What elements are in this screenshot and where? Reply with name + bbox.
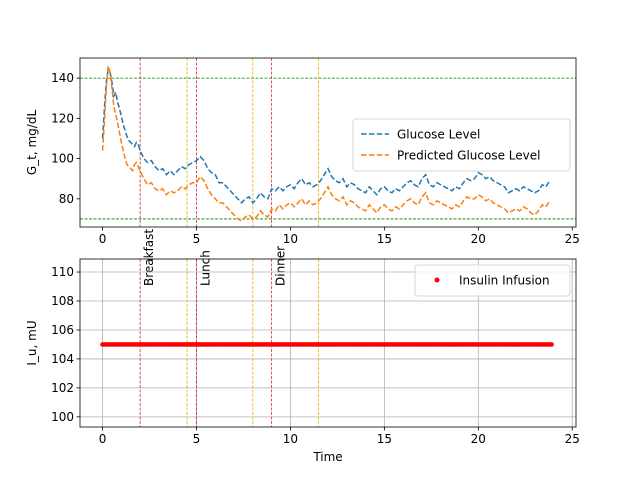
x-tick-label: 25 bbox=[565, 432, 580, 446]
y-tick-label: 100 bbox=[51, 410, 74, 424]
y-tick-label: 80 bbox=[59, 192, 74, 206]
axes-frame bbox=[79, 57, 577, 228]
y-tick-label: 108 bbox=[51, 294, 74, 308]
y-axis-label: I_u, mU bbox=[25, 320, 39, 365]
legend-label: Predicted Glucose Level bbox=[397, 149, 540, 163]
legend: Glucose Level Predicted Glucose Level bbox=[352, 118, 571, 172]
legend: Insulin Infusion bbox=[414, 264, 571, 297]
meal-label: Breakfast bbox=[142, 229, 156, 286]
series-line-2 bbox=[101, 65, 551, 222]
x-tick-label: 15 bbox=[377, 232, 392, 246]
x-tick-label: 0 bbox=[99, 432, 107, 446]
x-tick-label: 20 bbox=[471, 232, 486, 246]
x-tick-label: 20 bbox=[471, 432, 486, 446]
y-tick-label: 140 bbox=[51, 71, 74, 85]
data-point bbox=[549, 342, 554, 347]
y-tick-label: 102 bbox=[51, 381, 74, 395]
series-line-1 bbox=[101, 68, 551, 205]
x-tick-label: 25 bbox=[565, 232, 580, 246]
x-tick-label: 0 bbox=[99, 232, 107, 246]
insulin-plot: 0 5 10 15 20 25 100 102 104 106 108 110 I_u, mU Time I… bbox=[25, 258, 580, 464]
y-tick-label: 104 bbox=[51, 352, 74, 366]
legend-label: Glucose Level bbox=[397, 128, 480, 142]
legend-box bbox=[352, 118, 571, 172]
x-axis-label: Time bbox=[312, 450, 342, 464]
y-axis-label: G_t, mg/dL bbox=[25, 110, 39, 176]
x-tick-label: 5 bbox=[193, 432, 201, 446]
x-tick-label: 10 bbox=[283, 232, 298, 246]
plot-area bbox=[80, 259, 576, 427]
plot-area bbox=[80, 58, 576, 227]
meal-label: Dinner bbox=[274, 246, 288, 286]
glucose-plot: 0 5 10 15 20 25 80 100 120 140 G_t, mg/dL Breakfast… bbox=[25, 57, 580, 286]
y-tick-label: 100 bbox=[51, 152, 74, 166]
meal-label: Lunch bbox=[198, 250, 212, 286]
y-tick-label: 106 bbox=[51, 323, 74, 337]
legend-box bbox=[414, 264, 571, 297]
y-tick-label: 110 bbox=[51, 265, 74, 279]
legend-swatch bbox=[434, 277, 440, 283]
x-tick-label: 10 bbox=[283, 432, 298, 446]
y-tick-label: 120 bbox=[51, 111, 74, 125]
legend-label: Insulin Infusion bbox=[459, 274, 550, 288]
x-tick-label: 15 bbox=[377, 432, 392, 446]
axes-frame bbox=[79, 258, 577, 428]
x-tick-label: 5 bbox=[193, 232, 201, 246]
